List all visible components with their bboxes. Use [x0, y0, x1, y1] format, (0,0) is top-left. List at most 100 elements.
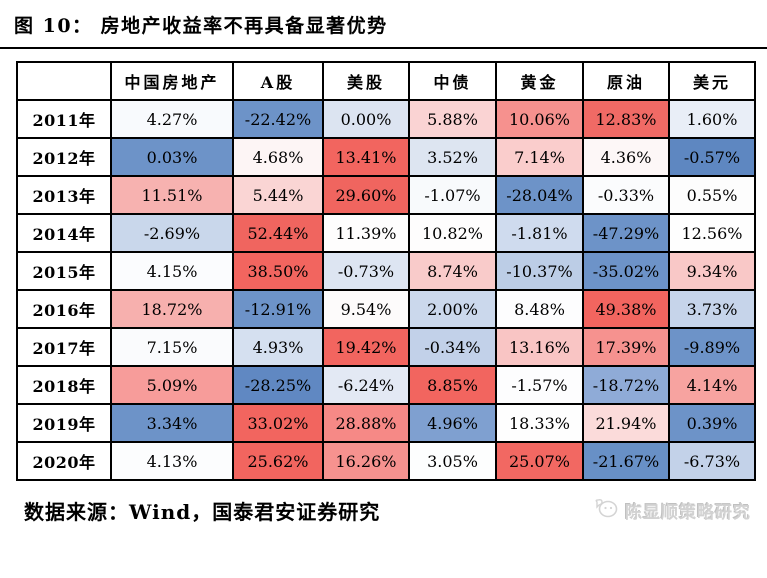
value-cell: 4.27%: [110, 99, 234, 139]
title-divider: [0, 47, 767, 49]
value-cell: 18.72%: [110, 289, 234, 329]
header-row: 中国房地产 A股 美股 中债 黄金 原油 美元: [16, 61, 756, 101]
table-row: 2016年 18.72% -12.91% 9.54% 2.00% 8.48% 49.38% 3…: [16, 289, 756, 329]
value-cell: -0.34%: [408, 327, 497, 367]
value-cell: -2.69%: [110, 213, 234, 253]
value-cell: -0.57%: [668, 137, 756, 177]
value-cell: 17.39%: [582, 327, 670, 367]
value-cell: -1.81%: [495, 213, 584, 253]
value-cell: 5.44%: [232, 175, 324, 215]
value-cell: 33.02%: [232, 403, 324, 443]
value-cell: -1.07%: [408, 175, 497, 215]
table-row: 2017年 7.15% 4.93% 19.42% -0.34% 13.16% 17.39% -…: [16, 327, 756, 367]
value-cell: -12.91%: [232, 289, 324, 329]
value-cell: 4.14%: [668, 365, 756, 405]
value-cell: 5.88%: [408, 99, 497, 139]
value-cell: -0.33%: [582, 175, 670, 215]
column-header: 原油: [582, 61, 670, 101]
value-cell: 0.00%: [322, 99, 410, 139]
value-cell: 5.09%: [110, 365, 234, 405]
value-cell: -47.29%: [582, 213, 670, 253]
table-row: 2018年 5.09% -28.25% -6.24% 8.85% -1.57% -18.72…: [16, 365, 756, 405]
value-cell: 4.13%: [110, 441, 234, 481]
value-cell: -21.67%: [582, 441, 670, 481]
value-cell: 8.85%: [408, 365, 497, 405]
value-cell: 4.96%: [408, 403, 497, 443]
value-cell: 3.52%: [408, 137, 497, 177]
table-row: 2011年 4.27% -22.42% 0.00% 5.88% 10.06% 12.83% 1…: [16, 99, 756, 139]
watermark-logo-icon: [593, 498, 619, 523]
value-cell: 25.62%: [232, 441, 324, 481]
year-cell: 2015年: [16, 251, 112, 291]
year-cell: 2014年: [16, 213, 112, 253]
value-cell: 21.94%: [582, 403, 670, 443]
value-cell: 4.15%: [110, 251, 234, 291]
table-row: 2020年 4.13% 25.62% 16.26% 3.05% 25.07% -21.67%…: [16, 441, 756, 481]
watermark-text: 陈显顺策略研究: [625, 503, 751, 523]
value-cell: 11.51%: [110, 175, 234, 215]
table-body: 2011年 4.27% -22.42% 0.00% 5.88% 10.06% 12.83% 1…: [16, 99, 756, 481]
value-cell: 12.83%: [582, 99, 670, 139]
table-row: 2012年 0.03% 4.68% 13.41% 3.52% 7.14% 4.36% -0.5…: [16, 137, 756, 177]
value-cell: 0.39%: [668, 403, 756, 443]
table-header: 中国房地产 A股 美股 中债 黄金 原油 美元: [16, 61, 756, 101]
value-cell: 13.16%: [495, 327, 584, 367]
value-cell: 49.38%: [582, 289, 670, 329]
value-cell: 0.55%: [668, 175, 756, 215]
value-cell: 8.74%: [408, 251, 497, 291]
value-cell: 11.39%: [322, 213, 410, 253]
watermark: 陈显顺策略研究: [593, 498, 751, 523]
table-row: 2015年 4.15% 38.50% -0.73% 8.74% -10.37% -35.02…: [16, 251, 756, 291]
year-cell: 2013年: [16, 175, 112, 215]
value-cell: -28.04%: [495, 175, 584, 215]
value-cell: 19.42%: [322, 327, 410, 367]
value-cell: 3.34%: [110, 403, 234, 443]
value-cell: 12.56%: [668, 213, 756, 253]
value-cell: 1.60%: [668, 99, 756, 139]
value-cell: 25.07%: [495, 441, 584, 481]
value-cell: 4.68%: [232, 137, 324, 177]
year-cell: 2019年: [16, 403, 112, 443]
value-cell: 0.03%: [110, 137, 234, 177]
value-cell: -18.72%: [582, 365, 670, 405]
value-cell: 10.06%: [495, 99, 584, 139]
year-cell: 2020年: [16, 441, 112, 481]
value-cell: -35.02%: [582, 251, 670, 291]
value-cell: -0.73%: [322, 251, 410, 291]
value-cell: 9.54%: [322, 289, 410, 329]
value-cell: -6.73%: [668, 441, 756, 481]
year-cell: 2018年: [16, 365, 112, 405]
value-cell: 3.05%: [408, 441, 497, 481]
value-cell: 29.60%: [322, 175, 410, 215]
column-header: 美元: [668, 61, 756, 101]
value-cell: 13.41%: [322, 137, 410, 177]
value-cell: -1.57%: [495, 365, 584, 405]
value-cell: 18.33%: [495, 403, 584, 443]
value-cell: 7.14%: [495, 137, 584, 177]
value-cell: 3.73%: [668, 289, 756, 329]
figure-title: 图 10： 房地产收益率不再具备显著优势: [14, 15, 388, 37]
year-cell: 2016年: [16, 289, 112, 329]
year-cell: 2017年: [16, 327, 112, 367]
column-header: 中债: [408, 61, 497, 101]
table-row: 2013年 11.51% 5.44% 29.60% -1.07% -28.04% -0.33…: [16, 175, 756, 215]
column-header: A股: [232, 61, 324, 101]
value-cell: 7.15%: [110, 327, 234, 367]
table-row: 2014年 -2.69% 52.44% 11.39% 10.82% -1.81% -47.2…: [16, 213, 756, 253]
value-cell: -28.25%: [232, 365, 324, 405]
year-cell: 2011年: [16, 99, 112, 139]
value-cell: 2.00%: [408, 289, 497, 329]
value-cell: -22.42%: [232, 99, 324, 139]
value-cell: 8.48%: [495, 289, 584, 329]
table-row: 2019年 3.34% 33.02% 28.88% 4.96% 18.33% 21.94% 0…: [16, 403, 756, 443]
value-cell: 28.88%: [322, 403, 410, 443]
value-cell: 10.82%: [408, 213, 497, 253]
column-header: 黄金: [495, 61, 584, 101]
value-cell: -10.37%: [495, 251, 584, 291]
value-cell: 9.34%: [668, 251, 756, 291]
value-cell: -9.89%: [668, 327, 756, 367]
value-cell: 4.36%: [582, 137, 670, 177]
year-cell: 2012年: [16, 137, 112, 177]
value-cell: 52.44%: [232, 213, 324, 253]
